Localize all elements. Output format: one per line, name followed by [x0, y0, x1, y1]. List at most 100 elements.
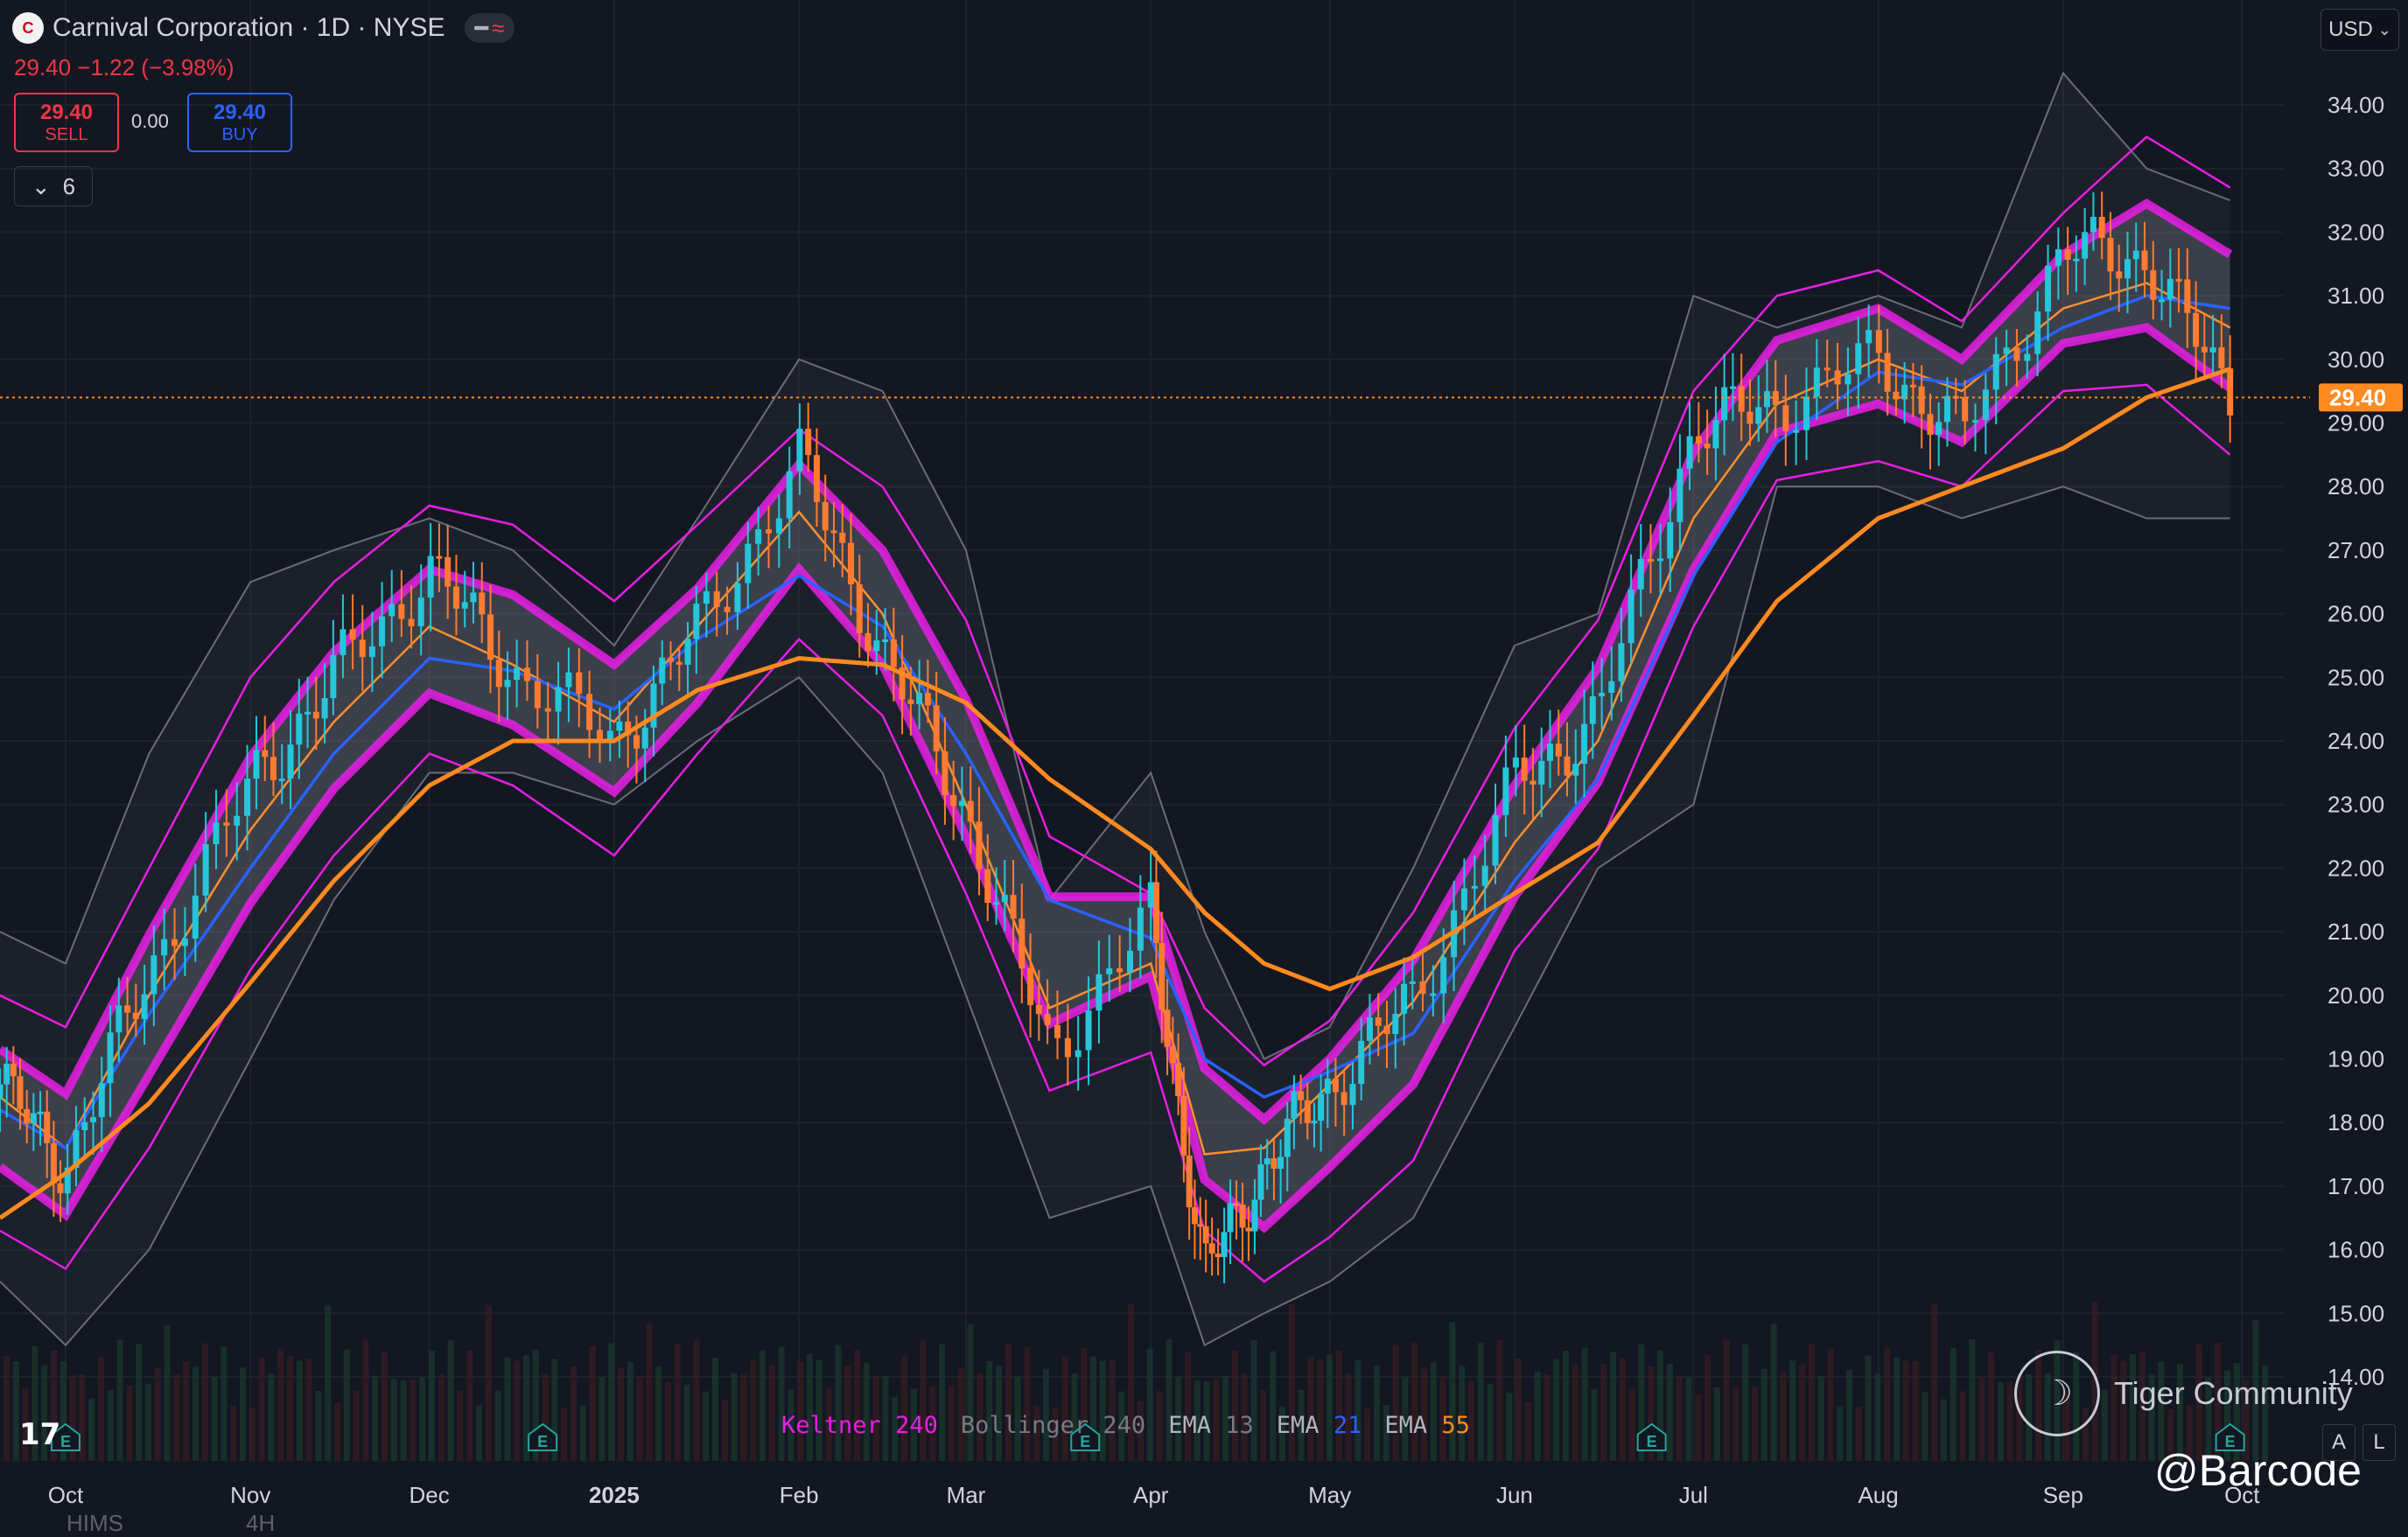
candle-body [1481, 865, 1488, 886]
buy-button[interactable]: 29.40 BUY [187, 93, 292, 152]
y-tick-label: 32.00 [2328, 219, 2384, 245]
currency-selector[interactable]: USD ⌄ [2320, 9, 2399, 51]
ema21-length: 21 [1333, 1412, 1362, 1439]
volume-bar [325, 1305, 332, 1461]
volume-bar [892, 1396, 899, 1461]
volume-bar [1326, 1354, 1333, 1461]
volume-bar [1156, 1391, 1163, 1461]
candle-body [1027, 968, 1034, 1005]
indicators-collapse-button[interactable]: ⌄ 6 [14, 166, 93, 206]
volume-bar [2006, 1381, 2013, 1461]
candle-body [676, 661, 682, 665]
x-tick-label: Feb [780, 1482, 819, 1508]
legend-ema21[interactable]: EMA 21 [1277, 1412, 1362, 1439]
buy-price: 29.40 [213, 100, 267, 124]
keltner-lower-line [0, 383, 2231, 1283]
volume-bar [2252, 1320, 2259, 1461]
candle-body [576, 672, 583, 695]
candle-body [1676, 468, 1684, 522]
candle-body [1901, 384, 1908, 400]
candle-body [368, 646, 375, 658]
wave-icon[interactable]: ≈ [492, 15, 505, 41]
volume-bar [2233, 1363, 2240, 1461]
candle-body [1936, 422, 1942, 436]
candle-body [1803, 396, 1810, 430]
candle-body [1746, 411, 1754, 424]
volume-bar [844, 1366, 851, 1461]
candle-body [514, 667, 521, 681]
volume-bar [929, 1386, 936, 1461]
legend-ema55[interactable]: EMA 55 [1384, 1412, 1470, 1439]
volume-bar [2148, 1373, 2155, 1461]
volume-bar [778, 1346, 785, 1461]
earnings-marker: E [1636, 1422, 1667, 1451]
volume-bar [1713, 1387, 1720, 1461]
candle-body [1647, 558, 1654, 562]
candle-body [1460, 888, 1467, 911]
volume-bar [230, 1405, 237, 1461]
candle-body [830, 530, 837, 534]
volume-bar [788, 1388, 794, 1461]
candle-body [1001, 894, 1008, 903]
volume-bar [712, 1358, 718, 1461]
y-tick-label: 27.00 [2328, 537, 2384, 563]
candle-body [822, 501, 829, 531]
symbol-title[interactable]: Carnival Corporation · 1D · NYSE [52, 13, 445, 42]
candle-body [565, 672, 572, 688]
candle-body [1844, 374, 1852, 385]
auto-scale-button[interactable]: A [2322, 1424, 2356, 1461]
volume-bar [2205, 1378, 2212, 1461]
candle-body [461, 602, 468, 609]
volume-bar [382, 1351, 388, 1461]
candle-body [1191, 1207, 1198, 1225]
candle-body [1278, 1156, 1284, 1170]
candle-body [202, 844, 209, 896]
volume-bar [655, 1366, 662, 1461]
chart-style-pill[interactable]: ━ ≈ [464, 13, 515, 43]
minus-icon[interactable]: ━ [474, 15, 489, 41]
candle-body [2064, 248, 2071, 261]
candle-body [606, 730, 613, 743]
volume-bar [1270, 1351, 1277, 1461]
volume-bar [1657, 1350, 1663, 1461]
volume-bar [1827, 1348, 1834, 1461]
tiger-community-watermark: ☽ Tiger Community [2014, 1351, 2353, 1436]
buy-label: BUY [221, 124, 258, 144]
volume-bar [1146, 1348, 1153, 1461]
candle-body [2227, 368, 2234, 416]
legend-keltner[interactable]: Keltner 240 [781, 1412, 938, 1439]
candle-body [1943, 395, 1950, 423]
volume-bar [1421, 1368, 1427, 1461]
y-tick-label: 29.00 [2328, 410, 2384, 437]
x-tick-label: Dec [410, 1482, 450, 1508]
candle-body [1564, 756, 1571, 776]
volume-bar [1524, 1401, 1531, 1461]
volume-bar [1279, 1406, 1285, 1461]
candle-body [90, 1117, 97, 1122]
candle-body [924, 693, 931, 706]
volume-bar [1071, 1373, 1078, 1461]
log-scale-button[interactable]: L [2362, 1424, 2396, 1461]
candle-body [398, 604, 405, 619]
time-axis: Oct Nov Dec 2025 Feb Mar Apr May Jun Jul Aug Sep Oct [48, 1482, 2261, 1508]
volume-bar [1024, 1347, 1031, 1461]
candle-body [304, 711, 312, 715]
candle-body [1392, 1013, 1399, 1034]
volume-bar [2120, 1360, 2127, 1461]
candle-body [161, 939, 168, 956]
legend-ema13[interactable]: EMA 13 [1168, 1412, 1254, 1439]
bollinger-fill [0, 73, 2230, 1345]
candle-body [452, 586, 459, 609]
watermark-brand: Tiger Community [2114, 1375, 2353, 1411]
candle-body [270, 757, 277, 780]
candle-body [1772, 391, 1779, 406]
volume-bar [1298, 1389, 1305, 1461]
candle-body [321, 698, 328, 719]
candle-body [253, 750, 260, 779]
sell-button[interactable]: 29.40 SELL [14, 93, 119, 152]
volume-bar [343, 1349, 350, 1461]
candle-body [2090, 216, 2096, 233]
earnings-marker-shape [1636, 1422, 1667, 1451]
legend-bollinger[interactable]: Bollinger 240 [961, 1412, 1145, 1439]
